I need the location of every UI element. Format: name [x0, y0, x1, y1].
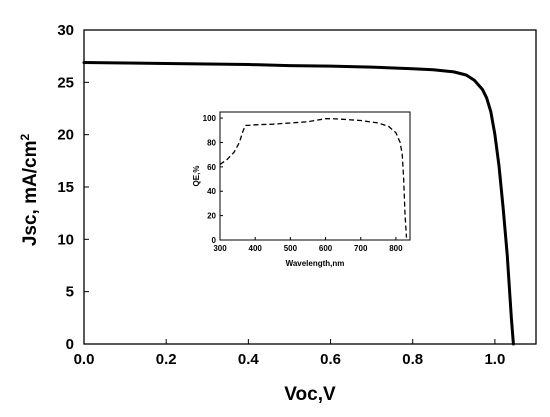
- inset-y-tick-label: 80: [207, 138, 216, 147]
- inset-y-tick-label: 60: [207, 163, 216, 172]
- inset-plot-frame: [219, 111, 411, 241]
- main-y-axis-ticks: 0 5 10 15 20 25 30: [57, 22, 89, 353]
- inset-x-tick-label: 800: [389, 244, 403, 253]
- inset-y-tick-label: 100: [203, 114, 217, 123]
- inset-x-tick-label: 700: [354, 244, 368, 253]
- main-y-tick-label: 0: [66, 336, 74, 353]
- main-x-tick-label: 0.6: [320, 351, 341, 368]
- main-y-tick-label: 20: [57, 127, 74, 144]
- inset-x-tick-label: 500: [284, 244, 298, 253]
- main-y-tick-label: 5: [66, 284, 74, 301]
- inset-x-axis-ticks: 300 400 500 600 700 800: [213, 237, 403, 253]
- main-y-tick-label: 25: [57, 74, 74, 91]
- inset-x-tick-label: 600: [319, 244, 333, 253]
- main-y-tick-label: 30: [57, 22, 74, 39]
- jv-curve: [82, 60, 515, 346]
- main-y-tick-label: 15: [57, 179, 74, 196]
- main-y-axis-label: Jsc, mA/cm2: [18, 134, 41, 247]
- main-x-tick-label: 1.0: [484, 351, 505, 368]
- inset-x-tick-label: 400: [249, 244, 263, 253]
- qe-curve: [219, 118, 408, 238]
- main-x-tick-label: 0.0: [74, 351, 95, 368]
- main-y-axis-label-text: Jsc, mA/cm: [20, 141, 41, 247]
- inset-plot: 300 400 500 600 700 800 0 20 40 60 80 100 Waveleng…: [192, 111, 411, 268]
- inset-y-tick-label: 40: [207, 187, 216, 196]
- main-x-tick-label: 0.8: [402, 351, 423, 368]
- inset-y-axis-ticks: 0 20 40 60 80 100: [203, 114, 223, 245]
- main-y-axis-label-superscript: 2: [18, 134, 32, 141]
- inset-x-tick-label: 300: [213, 244, 227, 253]
- inset-y-tick-label: 0: [212, 236, 217, 245]
- main-y-tick-label: 10: [57, 231, 74, 248]
- inset-y-axis-label: QE,%: [192, 166, 201, 187]
- inset-y-tick-label: 20: [207, 212, 216, 221]
- main-x-axis-label: Voc,V: [284, 384, 336, 405]
- main-x-tick-label: 0.2: [156, 351, 177, 368]
- main-x-axis-ticks: 0.0 0.2 0.4 0.6 0.8 1.0: [74, 339, 505, 368]
- main-x-tick-label: 0.4: [238, 351, 260, 368]
- inset-x-axis-label: Wavelength,nm: [286, 259, 345, 268]
